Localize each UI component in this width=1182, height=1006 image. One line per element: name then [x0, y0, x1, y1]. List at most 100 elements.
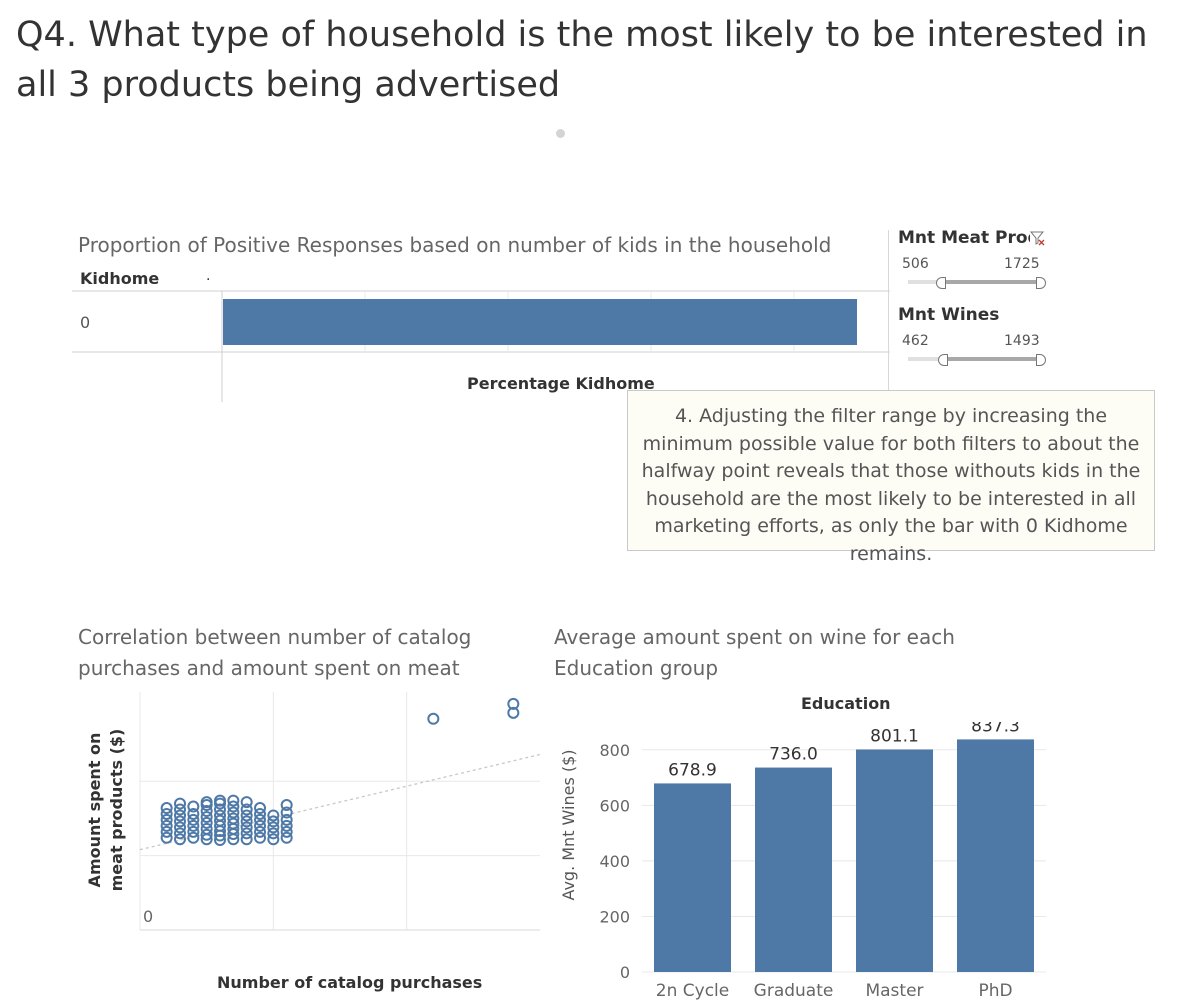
- scatter-point: [200, 828, 213, 841]
- meat-filter-min: 506: [902, 256, 929, 272]
- scatter-point: [280, 819, 293, 832]
- wine-y-tick-label: 0: [620, 963, 630, 982]
- scatter-point: [427, 712, 440, 725]
- scatter-point: [174, 815, 186, 828]
- scatter-point: [174, 803, 186, 816]
- scatter-point: [160, 807, 173, 820]
- scatter-point: [267, 821, 280, 834]
- scatter-point: [507, 706, 520, 719]
- kid-category-label: 0: [80, 313, 90, 332]
- wine-bar: [856, 749, 933, 972]
- wines-filter-max-handle[interactable]: [1036, 354, 1046, 366]
- scatter-point: [174, 827, 186, 840]
- scatter-point: [267, 833, 280, 846]
- kid-bar: [223, 299, 857, 345]
- scatter-trend-line: [139, 753, 541, 851]
- scatter-point: [160, 819, 173, 832]
- scatter-point: [254, 819, 266, 832]
- wine-y-tick-label: 200: [599, 907, 630, 926]
- scatter-point: [187, 807, 200, 820]
- scatter-point: [280, 831, 293, 844]
- wines-filter-range: [944, 357, 1040, 361]
- scatter-point: [240, 803, 253, 816]
- wine-value-label: 801.1: [870, 726, 919, 746]
- scatter-point: [227, 800, 240, 813]
- scatter-point: [254, 831, 266, 844]
- scatter-point: [174, 809, 186, 822]
- wine-chart-header: Education: [801, 694, 891, 713]
- meat-filter-max-handle[interactable]: [1036, 277, 1046, 289]
- scatter-point: [280, 825, 293, 838]
- scatter-point: [200, 816, 213, 829]
- scatter-point: [227, 806, 240, 819]
- meat-filter-max: 1725: [1004, 256, 1040, 272]
- scatter-point: [174, 797, 186, 810]
- scatter-point: [254, 802, 266, 815]
- wine-value-label: 678.9: [668, 760, 717, 780]
- scatter-point: [200, 810, 213, 823]
- wines-filter-min-handle[interactable]: [938, 354, 948, 366]
- scatter-point: [240, 833, 253, 846]
- kid-chart-title: Proportion of Positive Responses based o…: [78, 233, 832, 257]
- meat-filter-range: [942, 280, 1040, 284]
- wine-y-axis-label: Avg. Mnt Wines ($): [559, 749, 578, 901]
- scatter-chart-plot: [139, 692, 541, 931]
- scatter-point: [200, 796, 213, 809]
- scatter-point: [280, 799, 293, 812]
- wine-y-tick-label: 600: [599, 796, 630, 815]
- wines-filter-title: Mnt Wines: [898, 305, 1000, 325]
- scatter-point: [254, 807, 266, 820]
- scatter-point: [214, 803, 226, 816]
- wine-category-label: Master: [865, 981, 923, 1001]
- scatter-point: [240, 821, 253, 834]
- scatter-point: [187, 831, 200, 844]
- kid-chart-plot: 0: [72, 290, 890, 402]
- scatter-point: [227, 794, 240, 807]
- scatter-y-axis-label: Amount spent on meat products ($): [85, 728, 126, 892]
- scatter-point: [240, 827, 253, 840]
- scatter-point: [200, 822, 213, 835]
- wines-filter-min: 462: [902, 333, 929, 349]
- scatter-point: [267, 809, 280, 822]
- wine-y-tick-label: 400: [599, 852, 630, 871]
- clear-filter-icon[interactable]: [1029, 230, 1045, 246]
- scatter-chart-title: Correlation between number of catalog pu…: [78, 625, 472, 680]
- kid-chart-row-header: Kidhome: [80, 269, 160, 288]
- scatter-point: [240, 815, 253, 828]
- scatter-point: [200, 805, 213, 817]
- scatter-point: [187, 825, 200, 838]
- annotation-box: 4. Adjusting the filter range by increas…: [627, 390, 1155, 565]
- wines-filter-max: 1493: [1004, 333, 1040, 349]
- scatter-point: [187, 813, 200, 826]
- scatter-point: [214, 814, 226, 827]
- scatter-point: [227, 817, 240, 830]
- scatter-point: [280, 813, 293, 826]
- filter-divider: [888, 230, 889, 390]
- wine-value-label: 837.3: [971, 722, 1020, 736]
- wine-bar: [654, 783, 731, 972]
- scatter-point: [254, 825, 266, 838]
- scatter-point: [507, 697, 520, 710]
- scatter-point: [280, 806, 293, 819]
- page-dot-indicator: [556, 129, 565, 138]
- scatter-y-zero-label: 0: [143, 907, 154, 926]
- scatter-point: [267, 827, 280, 840]
- scatter-point: [254, 813, 266, 826]
- scatter-point: [160, 802, 173, 815]
- scatter-point: [240, 796, 253, 809]
- wine-category-label: 2n Cycle: [656, 981, 729, 1001]
- wine-value-label: 736.0: [769, 745, 818, 765]
- wine-chart-title: Average amount spent on wine for each Ed…: [554, 625, 955, 680]
- scatter-point: [174, 833, 186, 846]
- scatter-point: [160, 813, 173, 826]
- kid-chart-row-header-marker: .: [206, 268, 211, 284]
- meat-filter-min-handle[interactable]: [936, 277, 946, 289]
- scatter-point: [160, 831, 173, 844]
- meat-filter-title: Mnt Meat Produ: [898, 228, 1030, 248]
- scatter-point: [214, 809, 226, 822]
- scatter-point: [160, 825, 173, 838]
- scatter-point: [267, 815, 280, 828]
- scatter-point: [187, 819, 200, 832]
- scatter-x-axis-label: Number of catalog purchases: [217, 973, 483, 992]
- wine-chart-plot: 0 200 400 600 800 678.9 2n Cycle 736.0 Graduate 8…: [599, 722, 1046, 1001]
